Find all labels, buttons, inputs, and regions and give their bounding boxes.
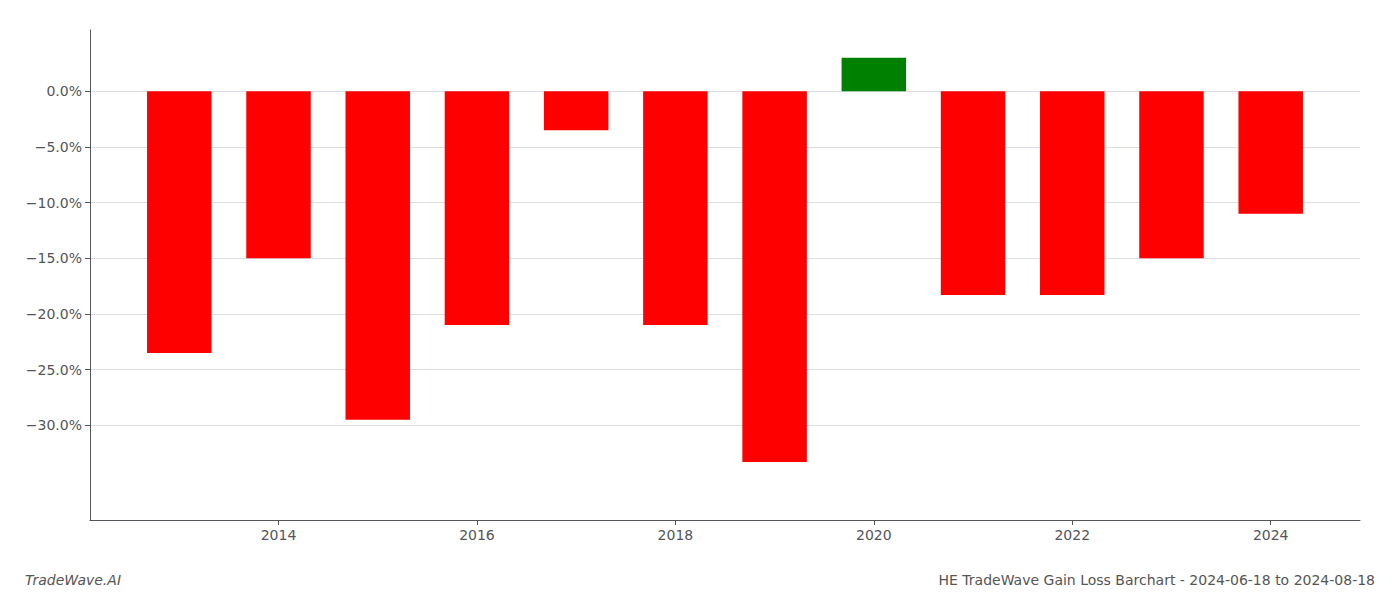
- svg-text:−20.0%: −20.0%: [26, 306, 82, 322]
- svg-text:2024: 2024: [1253, 527, 1289, 543]
- svg-text:2022: 2022: [1054, 527, 1090, 543]
- svg-text:TradeWave.AI: TradeWave.AI: [25, 572, 121, 588]
- svg-text:2014: 2014: [261, 527, 297, 543]
- svg-text:−15.0%: −15.0%: [26, 250, 82, 266]
- svg-text:−30.0%: −30.0%: [26, 417, 82, 433]
- svg-text:−10.0%: −10.0%: [26, 195, 82, 211]
- svg-text:−25.0%: −25.0%: [26, 362, 82, 378]
- svg-text:−5.0%: −5.0%: [35, 139, 82, 155]
- svg-text:HE TradeWave Gain Loss Barchar: HE TradeWave Gain Loss Barchart - 2024-0…: [939, 572, 1375, 588]
- svg-text:2018: 2018: [658, 527, 694, 543]
- svg-text:0.0%: 0.0%: [46, 83, 82, 99]
- svg-text:2016: 2016: [459, 527, 495, 543]
- svg-text:2020: 2020: [856, 527, 892, 543]
